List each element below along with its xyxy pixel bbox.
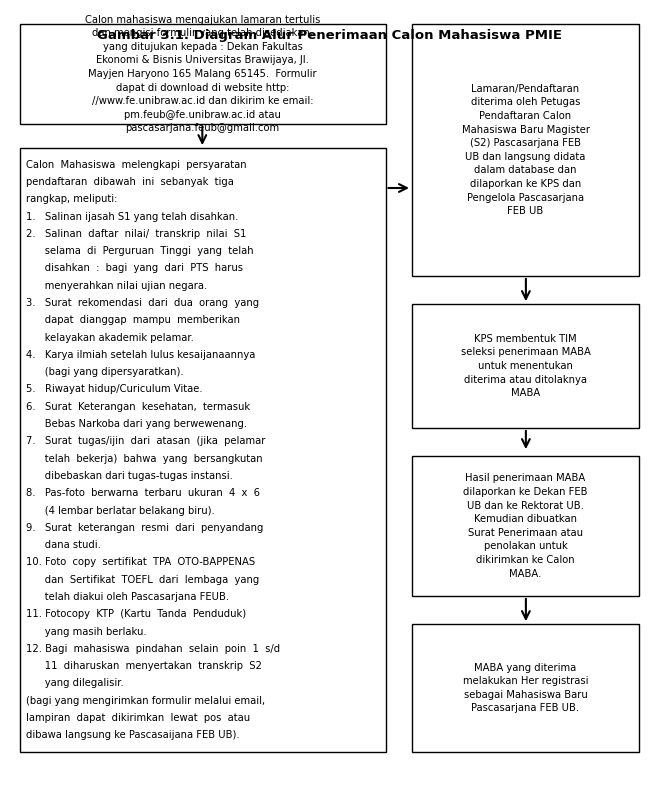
Text: dibawa langsung ke Pascasaijana FEB UB).: dibawa langsung ke Pascasaijana FEB UB). xyxy=(26,730,240,740)
Text: 2.   Salinan  daftar  nilai/  transkrip  nilai  S1: 2. Salinan daftar nilai/ transkrip nilai… xyxy=(26,229,246,239)
Text: telah diakui oleh Pascasarjana FEUB.: telah diakui oleh Pascasarjana FEUB. xyxy=(26,592,229,602)
Text: (bagi yang mengirimkan formulir melalui email,: (bagi yang mengirimkan formulir melalui … xyxy=(26,696,266,706)
Text: dana studi.: dana studi. xyxy=(26,540,101,550)
Bar xyxy=(20,148,386,752)
Text: MABA yang diterima
melakukan Her registrasi
sebagai Mahasiswa Baru
Pascasarjana : MABA yang diterima melakukan Her registr… xyxy=(463,662,588,714)
Text: rangkap, meliputi:: rangkap, meliputi: xyxy=(26,194,118,204)
Text: 10. Foto  copy  sertifikat  TPA  OTO-BAPPENAS: 10. Foto copy sertifikat TPA OTO-BAPPENA… xyxy=(26,558,256,567)
Text: Calon  Mahasiswa  melengkapi  persyaratan: Calon Mahasiswa melengkapi persyaratan xyxy=(26,160,247,170)
Text: telah  bekerja)  bahwa  yang  bersangkutan: telah bekerja) bahwa yang bersangkutan xyxy=(26,454,263,464)
Bar xyxy=(412,456,639,596)
Text: 9.   Surat  keterangan  resmi  dari  penyandang: 9. Surat keterangan resmi dari penyandan… xyxy=(26,523,264,533)
Text: disahkan  :  bagi  yang  dari  PTS  harus: disahkan : bagi yang dari PTS harus xyxy=(26,263,243,274)
Text: kelayakan akademik pelamar.: kelayakan akademik pelamar. xyxy=(26,333,194,342)
Text: 7.   Surat  tugas/ijin  dari  atasan  (jika  pelamar: 7. Surat tugas/ijin dari atasan (jika pe… xyxy=(26,436,266,446)
Text: 6.   Surat  Keterangan  kesehatan,  termasuk: 6. Surat Keterangan kesehatan, termasuk xyxy=(26,402,250,412)
Bar xyxy=(20,24,386,124)
Text: 4.   Karya ilmiah setelah lulus kesaijanaannya: 4. Karya ilmiah setelah lulus kesaijanaa… xyxy=(26,350,256,360)
Text: 8.   Pas-foto  berwarna  terbaru  ukuran  4  x  6: 8. Pas-foto berwarna terbaru ukuran 4 x … xyxy=(26,488,260,498)
Text: 3.   Surat  rekomendasi  dari  dua  orang  yang: 3. Surat rekomendasi dari dua orang yang xyxy=(26,298,260,308)
Bar xyxy=(412,24,639,276)
Text: yang dilegalisir.: yang dilegalisir. xyxy=(26,678,124,689)
Text: (4 lembar berlatar belakang biru).: (4 lembar berlatar belakang biru). xyxy=(26,506,215,515)
Text: 5.   Riwayat hidup/Curiculum Vitae.: 5. Riwayat hidup/Curiculum Vitae. xyxy=(26,385,203,394)
Text: Calon mahasiswa mengajukan lamaran tertulis
dan mengisi formulir yang telah dise: Calon mahasiswa mengajukan lamaran tertu… xyxy=(85,14,320,134)
Text: selama  di  Perguruan  Tinggi  yang  telah: selama di Perguruan Tinggi yang telah xyxy=(26,246,254,256)
Text: Gambar 3.1. Diagram Alur Penerimaan Calon Mahasiswa PMIE: Gambar 3.1. Diagram Alur Penerimaan Calo… xyxy=(97,30,562,42)
Text: dibebaskan dari tugas-tugas instansi.: dibebaskan dari tugas-tugas instansi. xyxy=(26,471,233,481)
Bar xyxy=(412,304,639,428)
Text: pendaftaran  dibawah  ini  sebanyak  tiga: pendaftaran dibawah ini sebanyak tiga xyxy=(26,177,234,187)
Text: 11. Fotocopy  KTP  (Kartu  Tanda  Penduduk): 11. Fotocopy KTP (Kartu Tanda Penduduk) xyxy=(26,610,246,619)
Text: 12. Bagi  mahasiswa  pindahan  selain  poin  1  s/d: 12. Bagi mahasiswa pindahan selain poin … xyxy=(26,644,281,654)
Text: dan  Sertifikat  TOEFL  dari  lembaga  yang: dan Sertifikat TOEFL dari lembaga yang xyxy=(26,574,260,585)
Text: 11  diharuskan  menyertakan  transkrip  S2: 11 diharuskan menyertakan transkrip S2 xyxy=(26,661,262,671)
Text: 1.   Salinan ijasah S1 yang telah disahkan.: 1. Salinan ijasah S1 yang telah disahkan… xyxy=(26,211,239,222)
Bar xyxy=(412,624,639,752)
Text: lampiran  dapat  dikirimkan  lewat  pos  atau: lampiran dapat dikirimkan lewat pos atau xyxy=(26,713,250,723)
Text: menyerahkan nilai ujian negara.: menyerahkan nilai ujian negara. xyxy=(26,281,208,290)
Text: Lamaran/Pendaftaran
diterima oleh Petugas
Pendaftaran Calon
Mahasiswa Baru Magis: Lamaran/Pendaftaran diterima oleh Petuga… xyxy=(461,84,590,216)
Text: Bebas Narkoba dari yang berwewenang.: Bebas Narkoba dari yang berwewenang. xyxy=(26,419,248,429)
Text: dapat  dianggap  mampu  memberikan: dapat dianggap mampu memberikan xyxy=(26,315,241,326)
Text: (bagi yang dipersyaratkan).: (bagi yang dipersyaratkan). xyxy=(26,367,184,377)
Text: yang masih berlaku.: yang masih berlaku. xyxy=(26,626,147,637)
Text: KPS membentuk TIM
seleksi penerimaan MABA
untuk menentukan
diterima atau ditolak: KPS membentuk TIM seleksi penerimaan MAB… xyxy=(461,334,590,398)
Text: Hasil penerimaan MABA
dilaporkan ke Dekan FEB
UB dan ke Rektorat UB.
Kemudian di: Hasil penerimaan MABA dilaporkan ke Deka… xyxy=(463,474,588,578)
